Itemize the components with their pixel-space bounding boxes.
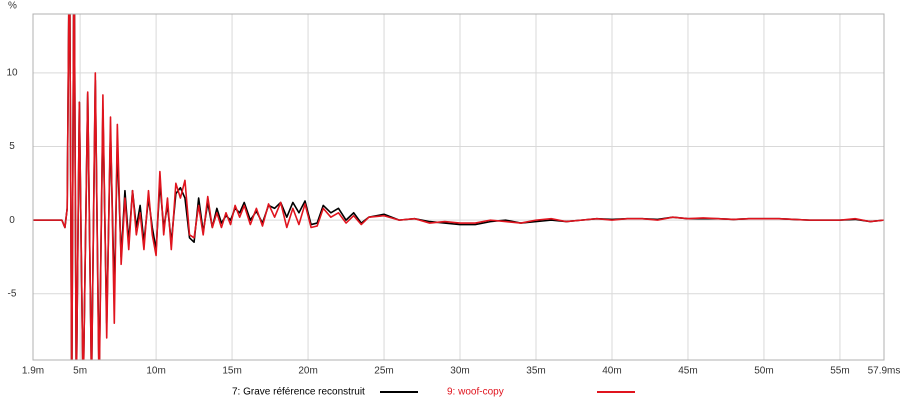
y-axis-label: % — [8, 1, 17, 12]
x-tick-label: 25m — [374, 366, 393, 377]
x-tick-label: 5m — [73, 366, 87, 377]
x-tick-label: 50m — [754, 366, 773, 377]
legend-label: 7: Grave référence reconstruit — [232, 387, 365, 398]
legend-label: 9: woof-copy — [447, 387, 504, 398]
x-tick-label: 57.9ms — [868, 366, 900, 377]
y-tick-label: 10 — [6, 68, 18, 79]
x-tick-label: 20m — [298, 366, 317, 377]
series-line — [33, 14, 884, 360]
x-tick-label: 15m — [222, 366, 241, 377]
x-tick-label: 30m — [450, 366, 469, 377]
x-tick-label: 35m — [526, 366, 545, 377]
series-line — [33, 14, 884, 360]
y-tick-label: 0 — [9, 215, 15, 226]
x-tick-label: 1.9m — [22, 366, 44, 377]
x-tick-label: 55m — [830, 366, 849, 377]
x-tick-label: 45m — [678, 366, 697, 377]
y-tick-label: -5 — [8, 288, 17, 299]
x-tick-label: 40m — [602, 366, 621, 377]
x-tick-label: 10m — [146, 366, 165, 377]
y-tick-label: 5 — [9, 141, 15, 152]
plot-frame — [32, 13, 885, 361]
